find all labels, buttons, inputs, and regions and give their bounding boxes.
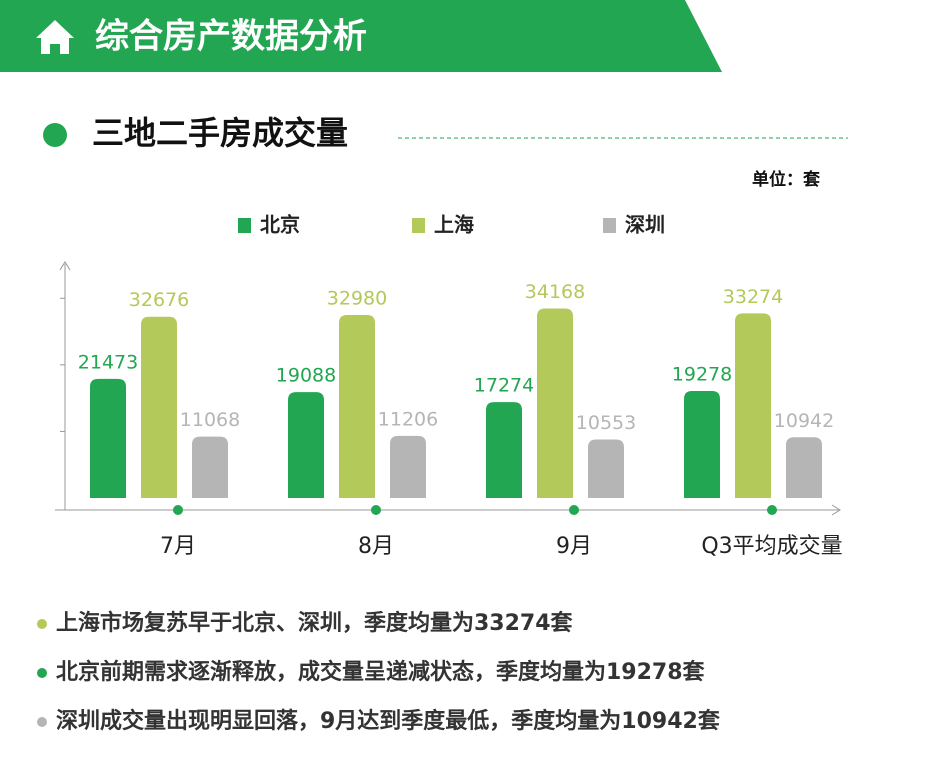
value-label: 34168 — [525, 281, 585, 303]
value-label: 17274 — [474, 375, 534, 397]
bar — [537, 308, 573, 498]
category-dot — [569, 505, 579, 515]
bar — [390, 435, 426, 498]
bar — [735, 313, 771, 498]
bar — [588, 439, 624, 498]
unit-label: 单位：套 — [752, 169, 821, 190]
note-dot — [37, 668, 47, 678]
banner-title: 综合房产数据分析 — [95, 17, 367, 57]
note-text: 上海市场复苏早于北京、深圳，季度均量为33274套 — [56, 610, 573, 636]
bar — [786, 437, 822, 498]
category-dot — [371, 505, 381, 515]
y-axis-arrow — [59, 261, 71, 271]
value-label: 19088 — [276, 365, 336, 387]
note-dot — [37, 619, 47, 629]
legend-swatch — [238, 218, 251, 233]
value-label: 21473 — [78, 351, 138, 373]
x-tick-label: 8月 — [358, 534, 394, 559]
banner — [0, 0, 722, 72]
bar — [141, 316, 177, 498]
value-label: 10553 — [576, 412, 636, 434]
x-tick-label: Q3平均成交量 — [701, 534, 842, 559]
category-dot — [767, 505, 777, 515]
bar — [192, 436, 228, 498]
value-label: 33274 — [723, 286, 783, 308]
note-text: 深圳成交量出现明显回落，9月达到季度最低，季度均量为10942套 — [56, 708, 720, 734]
bar — [90, 378, 126, 498]
note-dot — [37, 717, 47, 727]
x-axis-arrow — [831, 504, 841, 516]
category-dot — [173, 505, 183, 515]
value-label: 11206 — [378, 408, 438, 430]
section-dot — [43, 123, 67, 147]
legend-swatch — [412, 218, 425, 233]
home-icon — [36, 20, 74, 54]
value-label: 32676 — [129, 289, 189, 311]
legend-label: 深圳 — [625, 213, 665, 237]
bar — [486, 402, 522, 498]
value-label: 11068 — [180, 409, 240, 431]
legend-label: 上海 — [434, 213, 474, 237]
value-label: 19278 — [672, 364, 732, 386]
legend-label: 北京 — [260, 213, 300, 237]
bar — [288, 392, 324, 498]
value-label: 10942 — [774, 410, 834, 432]
note-text: 北京前期需求逐渐释放，成交量呈递减状态，季度均量为19278套 — [56, 659, 705, 685]
value-label: 32980 — [327, 288, 387, 310]
x-tick-label: 9月 — [556, 534, 592, 559]
bar — [684, 391, 720, 498]
x-tick-label: 7月 — [160, 534, 196, 559]
chart-title: 三地二手房成交量 — [92, 114, 348, 152]
legend-swatch — [603, 218, 616, 233]
bar — [339, 315, 375, 498]
